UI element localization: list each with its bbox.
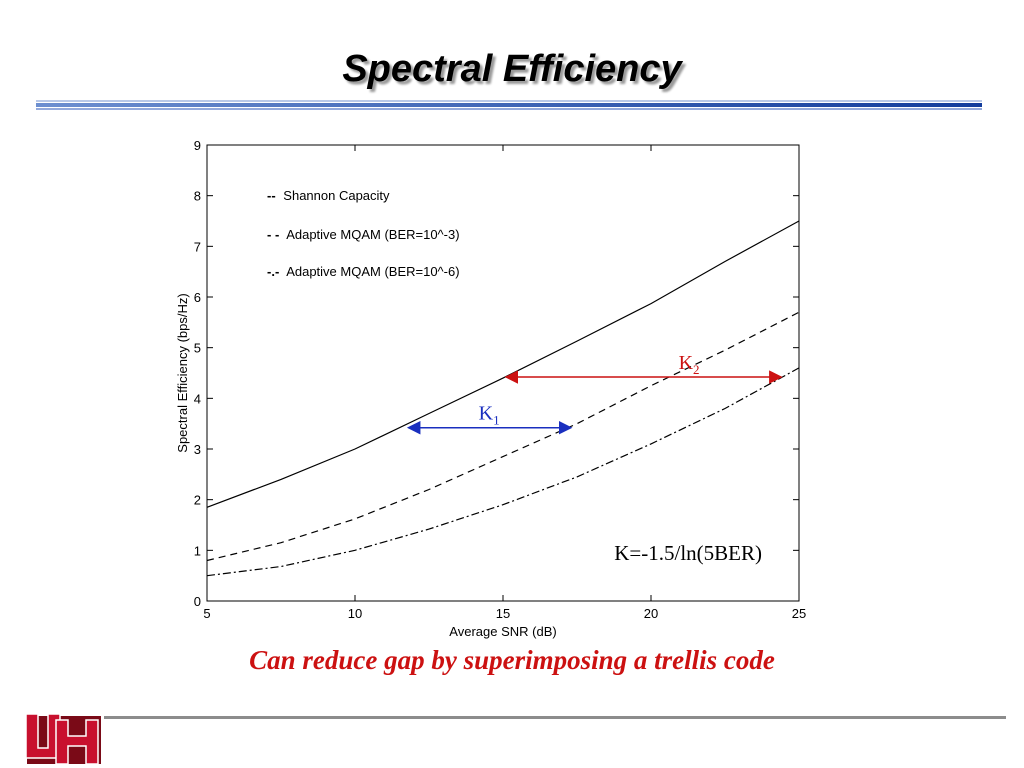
legend-entry-shannon-capacity: Shannon Capacity [283,188,390,203]
y-tick-label: 9 [194,138,201,153]
y-tick-label: 1 [194,543,201,558]
y-tick-label: 2 [194,493,201,508]
legend-entry-mqam-ber-1e-3: Adaptive MQAM (BER=10^-3) [286,227,459,242]
y-tick-label: 7 [194,239,201,254]
x-tick-label: 20 [644,606,658,621]
x-tick-label: 25 [792,606,806,621]
legend-marker-mqam-1e-6: -.- [267,264,279,279]
university-of-houston-logo [25,713,101,765]
svg-text:-- Shannon Capacity: -- Shannon Capacity [267,188,390,203]
x-tick-label: 5 [203,606,210,621]
series-line-shannon-capacity [206,220,800,508]
k2-label: K2 [679,352,700,377]
k1-label: K1 [479,403,500,428]
series-line-mqam-ber-1e-6 [206,367,800,577]
y-tick-label: 5 [194,341,201,356]
spectral-efficiency-chart: 5 10 15 20 25 0 1 2 3 4 5 6 7 8 9 Average SNR (dB) Spe… [175,138,806,639]
svg-text:-.- Adaptive MQAM (BER=1: -.- Adaptive MQAM (BER=10^-6) [267,264,460,279]
y-tick-label: 3 [194,442,201,457]
x-tick-label: 15 [496,606,510,621]
footer-divider [104,716,1006,719]
series-line-mqam-ber-1e-3 [206,311,800,562]
slide-caption: Can reduce gap by superimposing a trelli… [249,645,775,675]
slide-title: Spectral Efficiency [342,48,682,90]
svg-text:- - Adaptive MQAM (BER=1: - - Adaptive MQAM (BER=10^-3) [267,227,460,242]
legend-entry-mqam-ber-1e-6: Adaptive MQAM (BER=10^-6) [286,264,459,279]
title-divider [36,100,982,112]
y-tick-label: 4 [194,391,201,406]
plot-frame [206,144,800,602]
y-tick-label: 8 [194,189,201,204]
y-tick-label: 0 [194,594,201,609]
legend: -- Shannon Capacity - - Adaptive MQAM (B… [267,188,460,279]
y-axis-label: Spectral Efficiency (bps/Hz) [175,293,190,452]
legend-marker-shannon: -- [267,188,276,203]
k-formula: K=-1.5/ln(5BER) [614,541,762,565]
x-tick-label: 10 [348,606,362,621]
x-axis-label: Average SNR (dB) [449,624,556,639]
y-tick-label: 6 [194,290,201,305]
legend-marker-mqam-1e-3: - - [267,227,279,242]
